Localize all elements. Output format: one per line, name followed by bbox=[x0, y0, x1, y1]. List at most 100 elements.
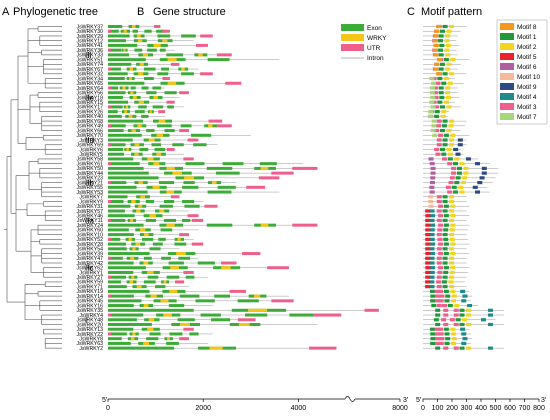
motif-block bbox=[446, 29, 452, 33]
motif-block bbox=[449, 143, 455, 147]
axis-5prime: 5' bbox=[102, 397, 107, 404]
wrky-domain bbox=[138, 181, 144, 185]
wrky-domain bbox=[163, 280, 167, 284]
motif-block bbox=[439, 147, 445, 152]
motif-block bbox=[429, 237, 435, 241]
motif-block bbox=[430, 128, 436, 133]
panel-b-header: B Gene structure bbox=[137, 6, 226, 18]
exon bbox=[108, 337, 122, 341]
motif-block bbox=[425, 223, 431, 227]
motif-block bbox=[435, 152, 441, 156]
motif-block bbox=[444, 332, 450, 336]
wrky-domain bbox=[132, 332, 136, 336]
exon bbox=[108, 313, 144, 317]
exon bbox=[108, 119, 143, 123]
motif-block bbox=[438, 91, 444, 95]
exon bbox=[206, 223, 233, 227]
motif-block bbox=[449, 318, 455, 322]
wrky-domain bbox=[130, 218, 134, 222]
exon bbox=[108, 95, 123, 99]
motif-block bbox=[425, 228, 431, 232]
utr bbox=[271, 299, 294, 303]
wrky-domain bbox=[147, 270, 154, 274]
exon bbox=[108, 176, 159, 180]
exon bbox=[155, 285, 166, 289]
legend-label: Intron bbox=[367, 55, 384, 62]
motif-block bbox=[456, 166, 462, 170]
motif-legend-swatch bbox=[500, 103, 514, 110]
motif-block bbox=[459, 313, 465, 317]
utr bbox=[267, 266, 289, 270]
wrky-domain bbox=[143, 304, 149, 308]
motif-block bbox=[441, 81, 447, 85]
exon bbox=[145, 218, 156, 222]
motif-legend-label: Motif 6 bbox=[517, 64, 537, 71]
wrky-domain bbox=[130, 256, 135, 260]
wrky-domain bbox=[126, 147, 129, 151]
wrky-domain bbox=[131, 200, 136, 204]
wrky-domain bbox=[123, 48, 126, 52]
wrky-domain bbox=[143, 261, 149, 265]
motif-block bbox=[450, 223, 456, 227]
motif-block bbox=[445, 67, 451, 71]
utr bbox=[108, 256, 111, 260]
gene-label: JsWRKY18 bbox=[76, 95, 103, 101]
gene-label: JsWRKY63 bbox=[76, 341, 103, 347]
utr bbox=[108, 294, 111, 298]
motif-block bbox=[429, 228, 435, 232]
utr bbox=[229, 289, 247, 293]
exon bbox=[152, 86, 162, 90]
motif-block bbox=[459, 322, 465, 327]
exon bbox=[134, 110, 145, 114]
legend-swatch bbox=[341, 24, 364, 31]
motif-block bbox=[429, 190, 435, 194]
wrky-domain bbox=[170, 266, 179, 270]
exon bbox=[108, 214, 135, 218]
motif-block bbox=[445, 86, 451, 90]
motif-block bbox=[430, 294, 436, 298]
panel-a-title: Phylogenetic tree bbox=[13, 6, 98, 18]
motif-block bbox=[436, 24, 442, 29]
gene-label: JsWRKY21 bbox=[76, 180, 103, 186]
motif-legend-swatch bbox=[500, 73, 514, 80]
motif-legend-swatch bbox=[500, 33, 514, 40]
gene-label: JsWRKY14 bbox=[76, 294, 103, 300]
wrky-domain bbox=[132, 247, 136, 251]
exon bbox=[108, 77, 125, 81]
motif-block bbox=[454, 157, 460, 161]
gene-label: JsWRKY41 bbox=[76, 43, 103, 49]
motif-block bbox=[436, 72, 442, 76]
utr bbox=[183, 157, 194, 161]
exon bbox=[163, 218, 177, 222]
motif-block bbox=[442, 256, 448, 260]
wrky-domain bbox=[148, 318, 155, 322]
exon bbox=[108, 280, 121, 284]
clade-label: I bbox=[85, 316, 87, 325]
utr bbox=[200, 72, 213, 76]
utr bbox=[204, 204, 218, 208]
exon bbox=[108, 341, 131, 345]
gene-label: JsWRKY60 bbox=[76, 228, 103, 234]
motif-block bbox=[429, 280, 435, 284]
motif-block bbox=[438, 86, 444, 90]
motif-block bbox=[436, 303, 442, 308]
exon bbox=[108, 195, 128, 199]
motif-block bbox=[439, 43, 445, 48]
motif-block bbox=[456, 171, 462, 175]
motif-block bbox=[438, 214, 444, 218]
motif-block bbox=[428, 157, 434, 161]
motif-block bbox=[434, 289, 440, 293]
exon bbox=[200, 313, 221, 317]
motif-block bbox=[445, 185, 451, 189]
motif-block bbox=[443, 346, 449, 350]
motif-legend-swatch bbox=[500, 63, 514, 70]
wrky-domain bbox=[138, 204, 143, 208]
exon bbox=[108, 162, 140, 166]
motif-legend-label: Motif 3 bbox=[517, 104, 537, 111]
motif-block bbox=[435, 313, 441, 317]
motif-block bbox=[442, 218, 448, 223]
motif-block bbox=[436, 247, 442, 251]
motif-axis-tick-label: 500 bbox=[490, 405, 502, 412]
gene-structure-axis: 0 2000 4000 8000 5' 3' bbox=[102, 396, 408, 412]
motif-legend-label: Motif 1 bbox=[517, 34, 537, 41]
